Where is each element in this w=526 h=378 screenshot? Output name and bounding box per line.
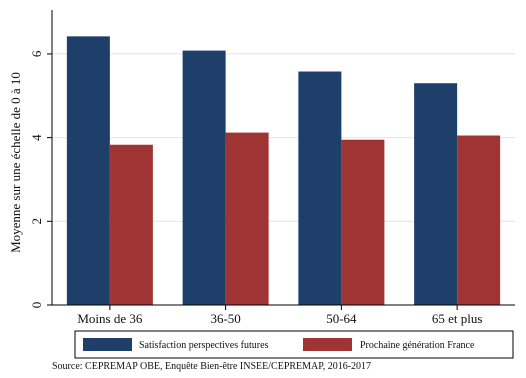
y-tick-label-6: 6 xyxy=(29,50,44,57)
x-tick-label-50-64: 50-64 xyxy=(326,311,357,326)
axes xyxy=(47,10,515,310)
bar-moins-de-36-satisfaction xyxy=(66,36,110,306)
legend-box xyxy=(74,330,514,359)
source-note: Source: CEPREMAP OBE, Enquête Bien-être … xyxy=(52,361,372,372)
y-tick-labels: 0 2 4 6 xyxy=(29,50,44,308)
y-tick-label-4: 4 xyxy=(29,134,44,141)
x-tick-labels: Moins de 36 36-50 50-64 65 et plus xyxy=(77,311,482,326)
bar-moins-de-36-prochaine-generation xyxy=(109,144,153,305)
bar-36-50-prochaine-generation xyxy=(225,132,269,305)
bar-50-64-satisfaction xyxy=(298,71,342,305)
y-axis-title: Moyenne sur une échelle de 0 à 10 xyxy=(8,72,23,253)
x-tick-label-65-et-plus: 65 et plus xyxy=(432,311,483,326)
y-tick-label-2: 2 xyxy=(29,218,44,225)
legend: Satisfaction perspectives futures Procha… xyxy=(74,330,514,359)
bar-36-50-satisfaction xyxy=(182,50,226,305)
bar-50-64-prochaine-generation xyxy=(341,139,385,305)
bar-65-et-plus-prochaine-generation xyxy=(457,135,501,305)
y-tick-label-0: 0 xyxy=(29,302,44,309)
x-tick-label-moins-de-36: Moins de 36 xyxy=(77,311,143,326)
legend-swatch-prochaine-generation xyxy=(303,338,352,351)
x-tick-label-36-50: 36-50 xyxy=(210,311,240,326)
bars xyxy=(66,36,501,306)
legend-label-satisfaction: Satisfaction perspectives futures xyxy=(139,340,269,351)
legend-swatch-satisfaction xyxy=(83,338,132,351)
bar-65-et-plus-satisfaction xyxy=(414,83,458,305)
legend-label-prochaine-generation: Prochaine génération France xyxy=(360,340,475,351)
